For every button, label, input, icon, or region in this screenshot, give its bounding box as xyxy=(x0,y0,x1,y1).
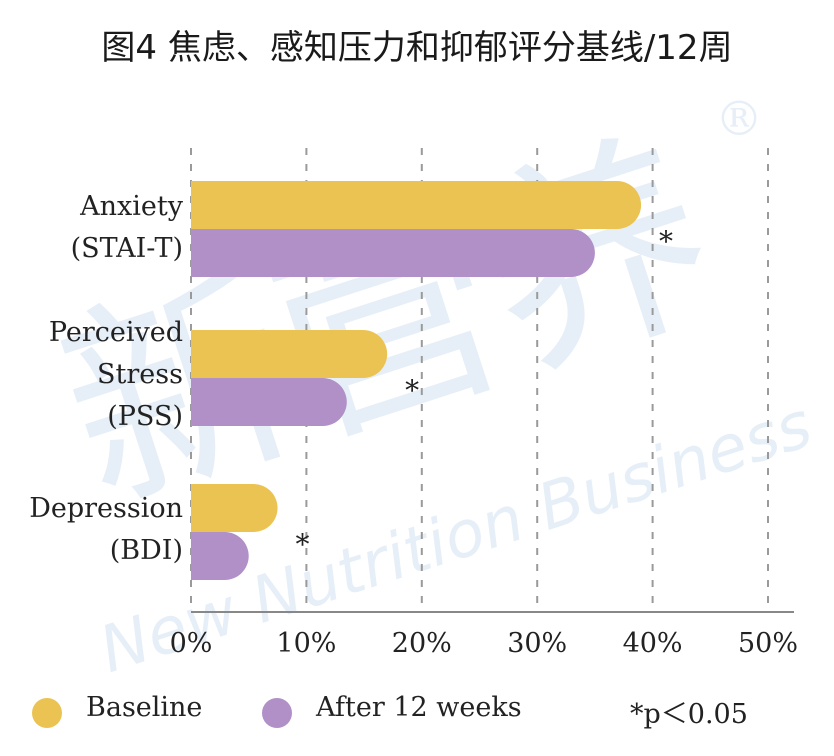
category-label: Stress xyxy=(97,359,183,390)
significance-note: *p＜0.05 xyxy=(630,699,748,730)
bar-after xyxy=(191,532,249,580)
significance-marker: * xyxy=(659,225,673,258)
category-label: Perceived xyxy=(48,317,183,348)
x-tick-label: 50% xyxy=(738,628,798,659)
chart-title: 图4 焦虑、感知压力和抑郁评分基线/12周 xyxy=(101,28,733,68)
watermark-registered: ® xyxy=(715,91,763,147)
bar-after xyxy=(191,378,347,426)
category-label: Depression xyxy=(29,493,183,524)
significance-marker: * xyxy=(405,374,419,407)
x-tick-label: 0% xyxy=(170,628,213,659)
legend-after-label: After 12 weeks xyxy=(316,692,522,723)
significance-marker: * xyxy=(296,528,310,561)
x-tick-label: 40% xyxy=(623,628,683,659)
category-label: Anxiety xyxy=(80,191,183,222)
legend-after-swatch xyxy=(262,698,292,728)
category-label: (STAI-T) xyxy=(70,233,183,264)
bar-baseline xyxy=(191,330,388,378)
x-tick-label: 30% xyxy=(507,628,567,659)
category-label: (BDI) xyxy=(109,535,183,566)
bar-baseline xyxy=(191,484,278,532)
x-tick-label: 20% xyxy=(392,628,452,659)
legend-baseline-swatch xyxy=(32,698,62,728)
category-label: (PSS) xyxy=(107,401,183,432)
x-tick-label: 10% xyxy=(276,628,336,659)
bar-baseline xyxy=(191,181,642,229)
bar-after xyxy=(191,229,595,277)
legend-baseline-label: Baseline xyxy=(86,692,203,723)
